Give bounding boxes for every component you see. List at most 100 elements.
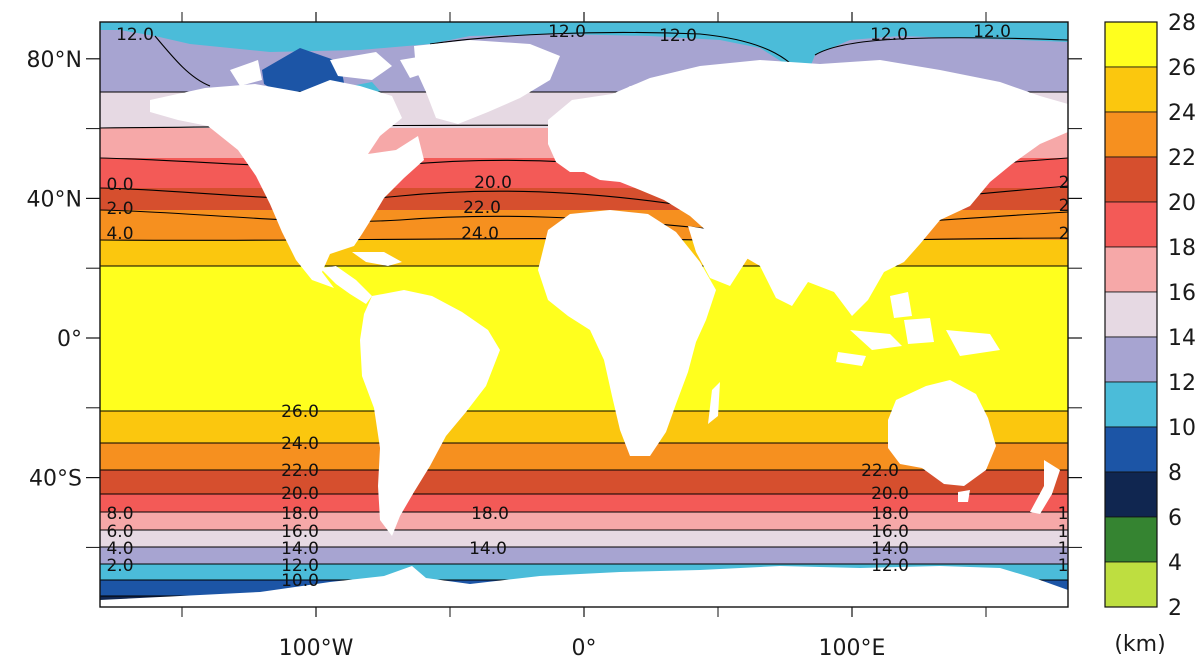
contour-label: 4.0 xyxy=(106,539,133,559)
y-tick-label: 40°N xyxy=(27,187,82,212)
contour-label: 20.0 xyxy=(281,484,319,504)
japan xyxy=(928,168,958,214)
contour-label: 16.0 xyxy=(281,522,319,542)
colorbar-swatch xyxy=(1104,426,1158,473)
colorbar-swatch xyxy=(1104,66,1158,113)
band-s-20-18 xyxy=(100,494,1068,512)
british-isles xyxy=(560,132,580,162)
contour-label: 1 xyxy=(1058,556,1069,576)
contour-label: 10.0 xyxy=(281,571,319,591)
colorbar-frame xyxy=(1104,21,1158,608)
x-tick-label: 0° xyxy=(572,636,597,661)
contour-label: 14.0 xyxy=(281,539,319,559)
land-masses xyxy=(100,40,1068,607)
colorbar-swatch xyxy=(1104,381,1158,428)
colorbar-label: 22 xyxy=(1168,146,1196,171)
contour-label: 12.0 xyxy=(281,556,319,576)
tasmania xyxy=(958,490,970,502)
madagascar xyxy=(708,382,720,424)
y-tick-label: 80°N xyxy=(27,48,82,73)
antarctica xyxy=(100,566,1068,607)
contour-label: 12.0 xyxy=(871,556,909,576)
contour-label: 14.0 xyxy=(469,539,507,559)
contour-label: 16.0 xyxy=(871,522,909,542)
band-s-22-20 xyxy=(100,470,1068,494)
arctic-cyan-region xyxy=(100,22,1068,80)
contour-label: 12.0 xyxy=(973,22,1011,42)
colorbar-swatch xyxy=(1104,471,1158,518)
new-zealand xyxy=(1030,460,1060,514)
colorbar: 28 26 24 22 20 18 16 14 12 10 8 6 4 2 (km) xyxy=(1104,11,1196,657)
contour-label: 12.0 xyxy=(870,25,908,45)
contour-label: 1 xyxy=(1058,522,1069,542)
colorbar-label: 18 xyxy=(1168,236,1196,261)
colorbar-label: 16 xyxy=(1168,281,1196,306)
band-s-16-14 xyxy=(100,530,1068,547)
contour-label: 12.0 xyxy=(659,26,697,46)
contour-label: 4.0 xyxy=(106,224,133,244)
colorbar-label: 2 xyxy=(1168,596,1182,621)
arctic-islands xyxy=(230,52,428,86)
colorbar-label: 4 xyxy=(1168,551,1182,576)
colorbar-swatch xyxy=(1104,246,1158,293)
x-tick-label: 100°W xyxy=(279,636,354,661)
colorbar-label: 28 xyxy=(1168,11,1196,36)
contour-label: 2.0 xyxy=(106,199,133,219)
colorbar-labels: 28 26 24 22 20 18 16 14 12 10 8 6 4 2 xyxy=(1168,11,1196,621)
central-america xyxy=(320,252,402,304)
scandinavia xyxy=(596,86,660,150)
africa xyxy=(538,210,716,456)
contour-label: 14.0 xyxy=(871,539,909,559)
colorbar-label: 6 xyxy=(1168,506,1182,531)
greenland xyxy=(414,40,560,124)
colorbar-label: 12 xyxy=(1168,371,1196,396)
contour-label: 24.0 xyxy=(281,434,319,454)
australia xyxy=(888,380,996,486)
colorbar-swatch xyxy=(1104,516,1158,563)
contour-label: 6.0 xyxy=(106,522,133,542)
contour-label: 18.0 xyxy=(281,504,319,524)
x-tick-label: 100°E xyxy=(819,636,886,661)
colorbar-label: 26 xyxy=(1168,56,1196,81)
contour-label: 2 xyxy=(1059,173,1070,193)
colorbar-label: 20 xyxy=(1168,191,1196,216)
colorbar-label: 24 xyxy=(1168,101,1196,126)
colorbar-swatch xyxy=(1104,201,1158,248)
contour-label: 22.0 xyxy=(281,461,319,481)
contour-label: 26.0 xyxy=(281,402,319,422)
contour-label: 1 xyxy=(1058,504,1069,524)
contour-labels: 12.0 12.0 12.0 12.0 12.00.02.04.020.022.024.… xyxy=(106,22,1070,591)
colorbar-swatch xyxy=(1104,21,1158,68)
y-tick-label: 0° xyxy=(57,327,82,352)
contour-label: 8.0 xyxy=(106,504,133,524)
contour-label: 12.0 xyxy=(116,25,154,45)
colorbar-swatches xyxy=(1104,21,1158,608)
colorbar-label: 14 xyxy=(1168,326,1196,351)
se-asia-islands xyxy=(836,292,1000,366)
band-s-14-12 xyxy=(100,547,1068,564)
north-america xyxy=(150,80,424,288)
south-america xyxy=(360,290,500,536)
contour-label: 20.0 xyxy=(871,484,909,504)
contour-label: 12.0 xyxy=(548,22,586,42)
colorbar-unit: (km) xyxy=(1114,632,1165,657)
contour-label: 0.0 xyxy=(106,175,133,195)
colorbar-swatch xyxy=(1104,291,1158,338)
contour-label: 20.0 xyxy=(474,173,512,193)
contour-label: 1 xyxy=(1058,539,1069,559)
contour-label: 2 xyxy=(1059,224,1070,244)
colorbar-label: 10 xyxy=(1168,416,1196,441)
colorbar-label: 8 xyxy=(1168,461,1182,486)
contour-label: 22.0 xyxy=(463,198,501,218)
arabia xyxy=(688,226,748,286)
map-panel: 12.0 12.0 12.0 12.0 12.00.02.04.020.022.024.… xyxy=(100,22,1070,607)
contour-label: 2 xyxy=(1059,196,1070,216)
contour-label: 18.0 xyxy=(871,504,909,524)
contour-label: 24.0 xyxy=(461,224,499,244)
contour-label: 18.0 xyxy=(471,504,509,524)
colorbar-swatch xyxy=(1104,561,1158,608)
band-s-18-16 xyxy=(100,512,1068,530)
colorbar-swatch xyxy=(1104,156,1158,203)
contour-label: 2.0 xyxy=(106,556,133,576)
